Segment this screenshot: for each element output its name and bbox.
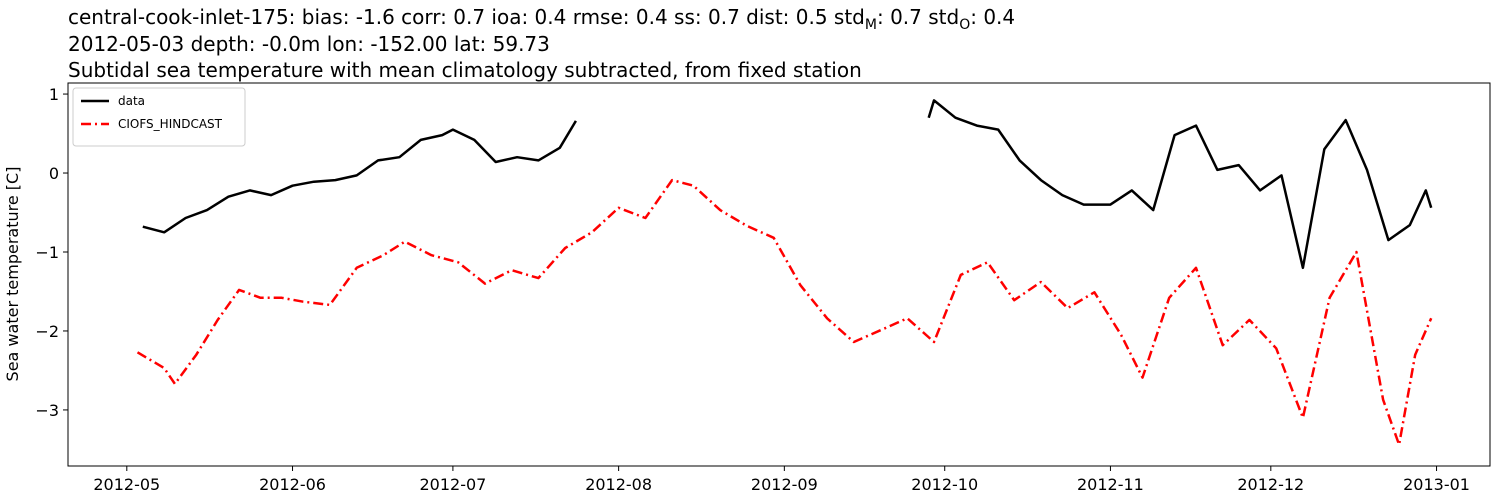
- x-tick-label: 2012-05: [93, 475, 160, 494]
- legend-label: data: [118, 94, 145, 108]
- x-tick-label: 2012-12: [1237, 475, 1304, 494]
- x-tick-label: 2013-01: [1403, 475, 1470, 494]
- y-tick-label: −3: [35, 401, 59, 420]
- chart-subtitle: Subtidal sea temperature with mean clima…: [68, 58, 862, 82]
- legend-label: CIOFS_HINDCAST: [118, 117, 223, 131]
- title-text: : 0.7 std: [877, 5, 959, 29]
- chart-subtitle: 2012-05-03 depth: -0.0m lon: -152.00 lat…: [68, 32, 550, 56]
- x-tick-label: 2012-10: [911, 475, 978, 494]
- legend: data CIOFS_HINDCAST: [72, 87, 246, 147]
- y-tick-label: −2: [35, 322, 59, 341]
- title-text: central-cook-inlet-175: bias: -1.6 corr:…: [68, 5, 865, 29]
- x-tick-label: 2012-06: [259, 475, 326, 494]
- x-tick-label: 2012-07: [419, 475, 486, 494]
- y-axis-label: Sea water temperature [C]: [3, 167, 22, 382]
- data-line: [136, 178, 1433, 446]
- x-tick-label: 2012-09: [751, 475, 818, 494]
- x-tick-label: 2012-11: [1077, 475, 1144, 494]
- plot-frame: [67, 82, 1491, 467]
- legend-box: [72, 87, 246, 147]
- title-text: : 0.4: [970, 5, 1015, 29]
- y-tick-label: −1: [35, 243, 59, 262]
- chart-title: central-cook-inlet-175: bias: -1.6 corr:…: [68, 5, 1015, 33]
- y-tick-label: 0: [49, 164, 59, 183]
- y-tick-label: 1: [49, 85, 59, 104]
- data-line: [142, 99, 1433, 270]
- title-subscript: M: [865, 17, 877, 33]
- title-subscript: O: [959, 17, 970, 33]
- x-tick-label: 2012-08: [585, 475, 652, 494]
